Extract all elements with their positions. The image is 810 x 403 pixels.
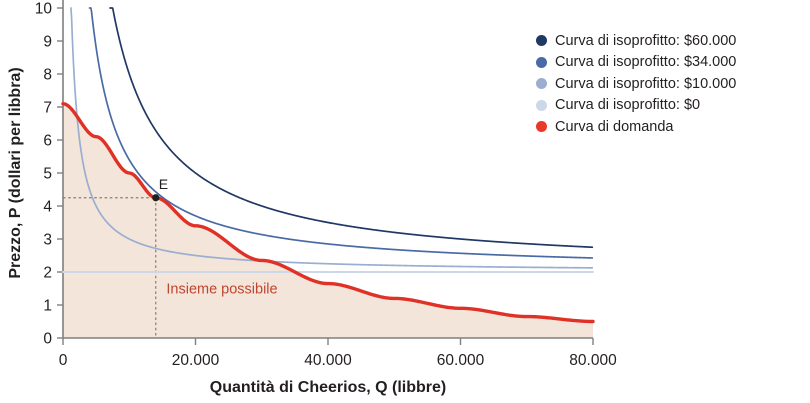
legend-color-swatch-icon xyxy=(536,121,547,133)
y-tick-label: 8 xyxy=(43,67,52,84)
curve-demand xyxy=(61,102,595,324)
legend-item-isoprofit-60000[interactable]: Curva di isoprofitto: $60.000 xyxy=(536,30,804,52)
point-e-marker xyxy=(152,194,160,202)
y-axis-title: Prezzo, P (dollari per libbra) xyxy=(7,67,24,278)
y-tick-label: 3 xyxy=(43,232,52,249)
legend-color-swatch-icon xyxy=(536,78,547,90)
y-tick-label: 2 xyxy=(43,265,52,282)
legend-label: Curva di isoprofitto: $10.000 xyxy=(555,75,737,92)
x-axis-ticks xyxy=(62,338,594,345)
legend-item-demand[interactable]: Curva di domanda xyxy=(536,116,804,138)
y-axis-tick-labels: 0 1 2 3 4 5 6 7 8 9 10 xyxy=(35,1,53,348)
x-tick-label: 0 xyxy=(59,352,68,369)
x-tick-label: 40.000 xyxy=(304,352,352,369)
x-tick-label: 60.000 xyxy=(437,352,485,369)
feasible-set-label: Insieme possibile xyxy=(166,281,277,297)
curve-isoprofit-10000 xyxy=(70,7,594,269)
y-tick-label: 10 xyxy=(35,1,53,18)
legend-label: Curva di isoprofitto: $0 xyxy=(555,97,701,114)
legend-color-swatch-icon xyxy=(536,35,547,47)
point-e-marker-group: E xyxy=(152,176,168,202)
axes-group: 0 1 2 3 4 5 6 7 8 9 10 0 20.000 40.000 60.000 80.000 xyxy=(35,0,617,369)
legend-item-isoprofit-34000[interactable]: Curva di isoprofitto: $34.000 xyxy=(536,52,804,74)
x-axis-title: Quantità di Cheerios, Q (libbre) xyxy=(210,379,446,396)
chart-legend: Curva di isoprofitto: $60.000 Curva di i… xyxy=(536,30,804,138)
x-tick-label: 80.000 xyxy=(569,352,617,369)
legend-color-swatch-icon xyxy=(536,99,547,111)
feasible-region xyxy=(63,103,593,338)
legend-label: Curva di isoprofitto: $60.000 xyxy=(555,32,737,49)
y-tick-label: 5 xyxy=(43,166,52,183)
y-tick-label: 1 xyxy=(43,298,52,315)
legend-item-isoprofit-10000[interactable]: Curva di isoprofitto: $10.000 xyxy=(536,73,804,95)
curve-isoprofit-60000 xyxy=(109,7,594,249)
y-tick-label: 0 xyxy=(43,331,52,348)
x-tick-label: 20.000 xyxy=(172,352,220,369)
curve-isoprofit-34000 xyxy=(88,7,594,259)
y-tick-label: 9 xyxy=(43,34,52,51)
legend-label: Curva di isoprofitto: $34.000 xyxy=(555,54,737,71)
x-axis-tick-labels: 0 20.000 40.000 60.000 80.000 xyxy=(59,352,617,369)
point-e-guides xyxy=(63,197,157,338)
legend-color-swatch-icon xyxy=(536,56,547,68)
y-tick-label: 7 xyxy=(43,100,52,117)
y-axis-ticks xyxy=(57,7,63,339)
legend-item-isoprofit-0[interactable]: Curva di isoprofitto: $0 xyxy=(536,95,804,117)
y-tick-label: 6 xyxy=(43,133,52,150)
curve-series-group xyxy=(61,7,595,324)
y-tick-label: 4 xyxy=(43,199,52,216)
point-e-label: E xyxy=(159,176,168,192)
legend-label: Curva di domanda xyxy=(555,118,674,135)
